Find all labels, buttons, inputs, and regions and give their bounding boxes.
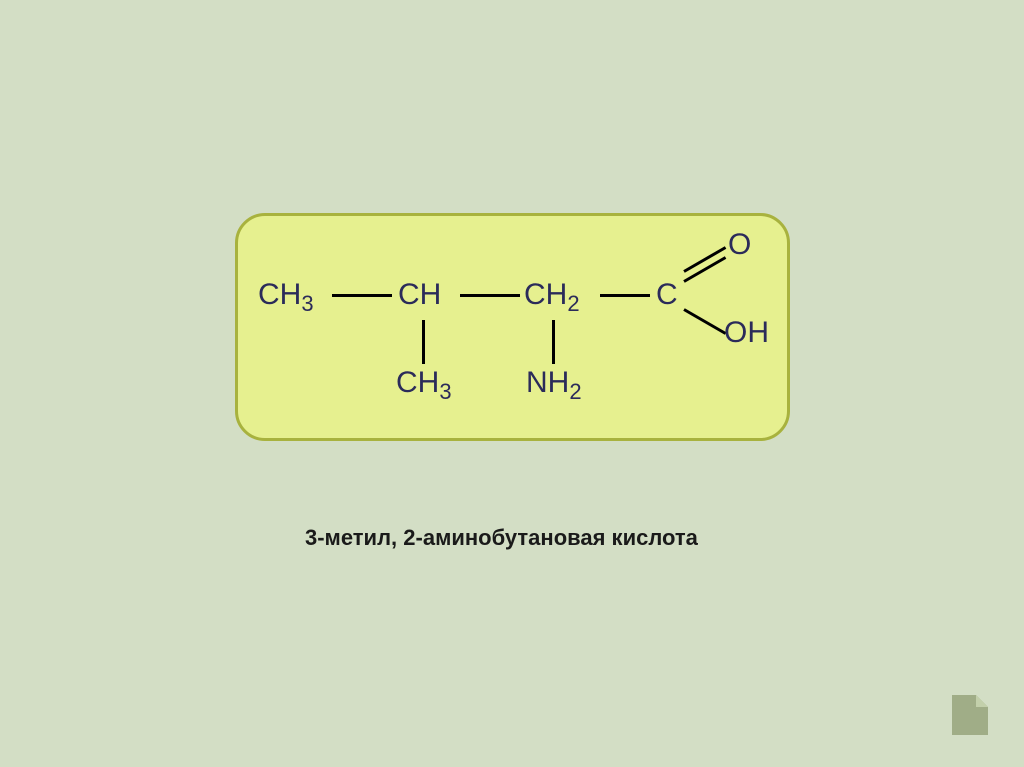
slide: CH3 CH CH2 C O OH xyxy=(0,0,1024,767)
bond-ch2-nh2 xyxy=(552,320,555,364)
bond-ch-ch3 xyxy=(422,320,425,364)
bond-2 xyxy=(460,294,520,297)
bond-3 xyxy=(600,294,650,297)
label-c: C xyxy=(656,278,678,312)
oh-text: OH xyxy=(724,316,769,349)
ch3-bottom-sub: 3 xyxy=(439,379,451,404)
page-corner-icon xyxy=(946,691,994,739)
label-ch2: CH2 xyxy=(524,278,580,317)
ch3-left-text: CH xyxy=(258,278,301,311)
formula-box: CH3 CH CH2 C O OH xyxy=(235,213,790,441)
label-ch3-left: CH3 xyxy=(258,278,314,317)
o-text: O xyxy=(728,228,751,261)
ch-text: CH xyxy=(398,278,441,311)
ch3-bottom-text: CH xyxy=(396,366,439,399)
c-text: C xyxy=(656,278,678,311)
page-icon-body xyxy=(952,695,988,735)
ch2-sub: 2 xyxy=(567,291,579,316)
label-nh2: NH2 xyxy=(526,366,582,405)
nh2-text: NH xyxy=(526,366,569,399)
label-ch: CH xyxy=(398,278,441,312)
label-ch3-bottom: CH3 xyxy=(396,366,452,405)
label-o: O xyxy=(728,228,751,262)
bond-c-oh xyxy=(683,308,726,335)
label-oh: OH xyxy=(724,316,769,350)
nh2-sub: 2 xyxy=(569,379,581,404)
page-icon-fold xyxy=(976,695,988,707)
caption: 3-метил, 2-аминобутановая кислота xyxy=(305,525,698,551)
ch2-text: CH xyxy=(524,278,567,311)
bond-1 xyxy=(332,294,392,297)
ch3-left-sub: 3 xyxy=(301,291,313,316)
